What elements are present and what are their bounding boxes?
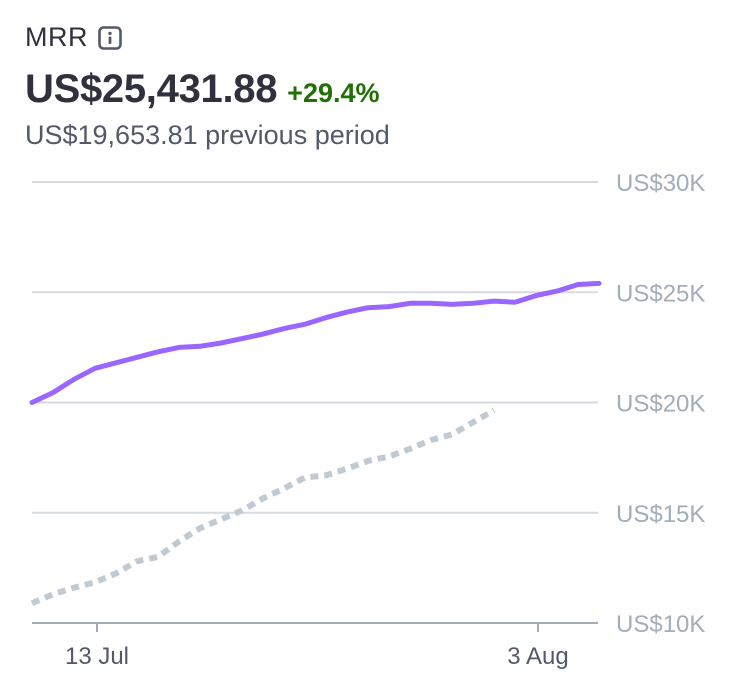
metric-change-badge: +29.4% bbox=[287, 78, 380, 108]
y-tick-label: US$30K bbox=[616, 170, 705, 197]
y-tick-label: US$15K bbox=[616, 501, 705, 528]
previous-period-line bbox=[30, 407, 496, 606]
y-tick-label: US$10K bbox=[616, 611, 705, 638]
metric-name: MRR bbox=[25, 22, 88, 52]
metric-header: MRR US$25,431.88 +29.4% US$19,653.81 pre… bbox=[25, 22, 390, 151]
previous-period-value: US$19,653.81 previous period bbox=[25, 120, 390, 150]
y-tick-label: US$20K bbox=[616, 391, 705, 418]
metric-value-row: US$25,431.88 +29.4% bbox=[25, 67, 390, 112]
metric-title-row: MRR bbox=[25, 22, 390, 53]
x-tick-label: 13 Jul bbox=[65, 643, 129, 670]
x-tick-label: 3 Aug bbox=[507, 643, 568, 670]
metric-value: US$25,431.88 bbox=[25, 67, 278, 111]
info-icon[interactable] bbox=[98, 25, 122, 50]
y-tick-label: US$25K bbox=[616, 280, 705, 307]
current-period-line bbox=[29, 280, 602, 405]
